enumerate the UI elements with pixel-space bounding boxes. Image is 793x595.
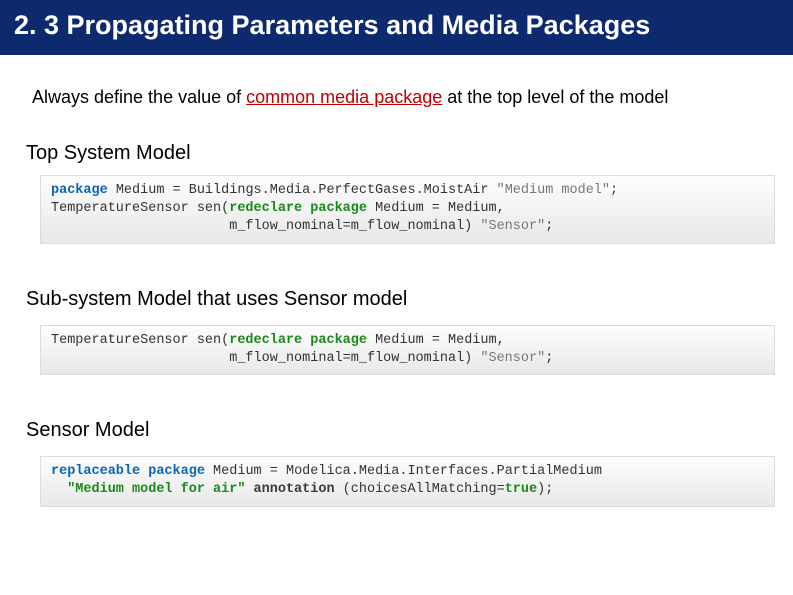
- slide-title-bar: 2. 3 Propagating Parameters and Media Pa…: [0, 0, 793, 55]
- code-text: ;: [545, 219, 553, 234]
- code-text: m_flow_nominal=m_flow_nominal): [51, 351, 480, 366]
- code-text: Medium = Medium,: [367, 201, 505, 216]
- code-text: ;: [610, 183, 618, 198]
- code-text: m_flow_nominal=m_flow_nominal): [51, 219, 480, 234]
- slide-content: Always define the value of common media …: [0, 87, 793, 507]
- keyword-true: true: [505, 482, 537, 497]
- section-top-label: Top System Model: [18, 142, 775, 165]
- code-text: (choicesAllMatching=: [335, 482, 505, 497]
- slide-title: 2. 3 Propagating Parameters and Media Pa…: [14, 10, 650, 40]
- section-sub-label: Sub-system Model that uses Sensor model: [18, 288, 775, 311]
- keyword-package: package: [148, 464, 205, 479]
- code-string: "Medium model for air": [67, 482, 245, 497]
- keyword-replaceable: replaceable: [51, 464, 140, 479]
- keyword-annotation: annotation: [254, 482, 335, 497]
- keyword-redeclare: redeclare: [229, 201, 302, 216]
- keyword-redeclare: redeclare: [229, 333, 302, 348]
- code-text: Medium = Buildings.Media.PerfectGases.Mo…: [108, 183, 497, 198]
- keyword-package: package: [310, 201, 367, 216]
- keyword-package: package: [51, 183, 108, 198]
- code-text: );: [537, 482, 553, 497]
- intro-text: Always define the value of common media …: [18, 87, 775, 108]
- code-space: [245, 482, 253, 497]
- intro-suffix: at the top level of the model: [442, 87, 668, 107]
- intro-highlight: common media package: [246, 87, 442, 107]
- code-string: "Medium model": [497, 183, 610, 198]
- code-text: TemperatureSensor sen(: [51, 333, 229, 348]
- section-sensor-label: Sensor Model: [18, 419, 775, 442]
- code-indent: [51, 482, 67, 497]
- code-text: Medium = Modelica.Media.Interfaces.Parti…: [205, 464, 602, 479]
- intro-prefix: Always define the value of: [32, 87, 246, 107]
- code-text: Medium = Medium,: [367, 333, 505, 348]
- code-block-sub: TemperatureSensor sen(redeclare package …: [40, 325, 775, 375]
- code-block-sensor: replaceable package Medium = Modelica.Me…: [40, 456, 775, 506]
- code-string: "Sensor": [480, 351, 545, 366]
- code-string: "Sensor": [480, 219, 545, 234]
- code-text: TemperatureSensor sen(: [51, 201, 229, 216]
- keyword-package: package: [310, 333, 367, 348]
- code-text: ;: [545, 351, 553, 366]
- code-block-top: package Medium = Buildings.Media.Perfect…: [40, 175, 775, 244]
